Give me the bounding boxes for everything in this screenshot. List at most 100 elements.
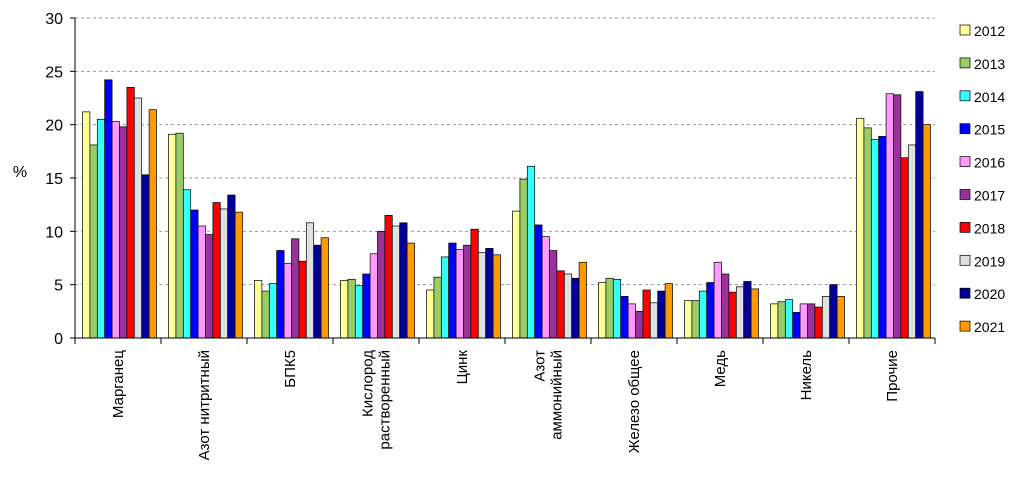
bar-2016-9 [885,93,894,339]
y-tick-label: 15 [45,171,63,188]
bar-2015-9 [878,136,887,339]
bar-2017-4 [463,244,472,339]
bar-2014-7 [698,290,708,339]
x-category-label: Кислород [360,350,377,417]
legend-label-2014: 2014 [974,89,1005,105]
x-category-label: Железо общее [626,350,643,453]
bar-2012-9 [856,117,865,339]
bar-2019-6 [649,302,659,339]
bar-2018-1 [212,202,221,339]
x-category-labels: Марганец Азот нитритный БПК5 Кислород раство… [110,350,901,461]
bar-2014-9 [870,139,880,339]
legend-label-2019: 2019 [974,253,1005,269]
legend-label-2016: 2016 [974,155,1005,171]
bar-2016-1 [197,225,206,339]
bar-2014-0 [96,118,106,339]
x-category-label: растворенный [377,350,394,450]
bar-2018-7 [728,291,737,339]
bar-2018-9 [900,157,909,339]
y-tick-labels: 0 5 10 15 20 25 30 [45,11,63,348]
bar-2018-0 [126,86,135,339]
y-axis-label: % [13,164,27,181]
bar-2020-8 [829,284,838,339]
bar-2019-7 [735,286,745,339]
legend-label-2017: 2017 [974,188,1005,204]
bar-2012-8 [770,303,779,339]
x-category-label: Медь [712,350,729,387]
bar-2014-2 [268,283,278,339]
bar-2018-8 [814,306,823,339]
x-category-label: аммонийный [549,350,566,440]
bar-2017-3 [377,230,386,339]
bar-2017-9 [893,94,902,339]
bar-2017-1 [205,234,214,339]
y-tick-label: 30 [45,11,63,28]
bar-2015-5 [534,224,543,339]
y-tick-label: 0 [54,331,63,348]
axes [70,17,936,344]
bar-2016-6 [627,303,636,339]
bar-2013-4 [433,276,442,339]
bar-2017-0 [119,126,128,339]
y-tick-label: 10 [45,224,63,241]
bar-2020-4 [485,248,494,339]
legend-swatch-2016 [959,156,971,167]
bar-2012-4 [426,289,435,339]
bar-2015-0 [104,79,113,339]
bar-2021-2 [320,237,329,339]
bar-2014-5 [526,165,536,339]
bar-2014-3 [354,285,364,339]
bar-2013-8 [777,301,786,339]
legend-swatch-2014 [959,90,971,102]
bar-2018-4 [470,228,479,339]
bar-2012-0 [82,111,91,339]
bar-2012-3 [340,280,349,339]
bars [82,79,931,339]
x-category-label: Марганец [110,350,127,418]
bar-2017-2 [291,238,300,339]
bar-2015-8 [792,312,801,339]
bar-2013-0 [89,144,98,339]
x-category-label: БПК5 [282,350,299,388]
bar-2013-5 [519,178,528,339]
bar-2015-4 [448,242,457,339]
y-tick-label: 20 [45,118,63,135]
bar-2014-8 [784,299,794,339]
legend-label-2012: 2012 [974,23,1005,39]
bar-2021-0 [148,109,157,339]
bar-2017-7 [721,273,730,339]
bar-2017-8 [807,303,816,339]
legend-swatch-2013 [959,57,971,69]
legend-swatch-2012 [959,24,971,36]
y-tick-label: 5 [54,278,63,295]
bar-2021-6 [664,283,673,339]
x-category-label: Прочие [884,350,901,402]
bar-2020-7 [743,281,752,339]
bar-2019-9 [907,144,917,339]
bar-2021-7 [750,288,759,339]
bar-2017-6 [635,310,644,339]
bar-2019-3 [391,225,401,339]
bar-2014-1 [182,189,192,339]
bar-2020-6 [657,290,666,339]
bar-2020-0 [141,174,150,339]
bar-2021-8 [836,296,845,339]
bar-2016-2 [283,262,292,339]
bar-2018-6 [642,289,651,339]
bar-2020-1 [227,194,236,339]
bar-2020-2 [313,244,322,339]
legend-swatch-2017 [959,189,971,200]
bar-2021-9 [922,124,931,339]
bar-2016-5 [541,236,550,339]
legend: 2012 2013 2014 2015 2016 2017 2018 2019 2020 2021 [959,23,1005,335]
bar-2019-0 [133,97,143,339]
bar-2021-4 [492,254,501,339]
bar-2015-1 [190,209,199,339]
gridlines [75,17,935,286]
bar-2016-4 [455,249,464,339]
legend-label-2013: 2013 [974,56,1005,72]
bar-2016-3 [369,253,378,339]
bar-2018-2 [298,260,307,339]
bar-2015-2 [276,250,285,339]
